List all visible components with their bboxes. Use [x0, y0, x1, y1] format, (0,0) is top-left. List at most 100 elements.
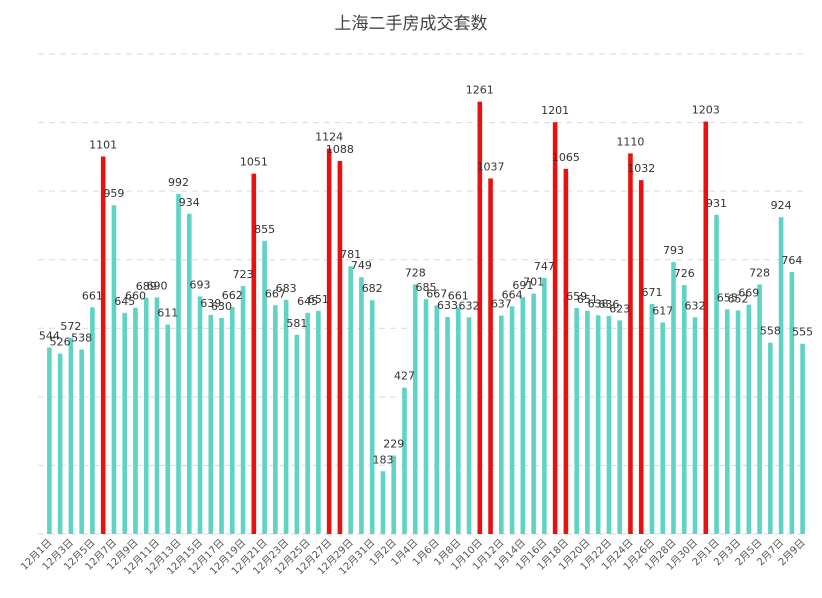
data-label: 661 — [448, 289, 469, 302]
bar-1月24日 — [628, 153, 633, 534]
data-label: 1101 — [89, 139, 117, 152]
bar-12月1日 — [47, 347, 52, 534]
bar-1月12日 — [499, 315, 504, 534]
data-label: 992 — [168, 176, 189, 189]
data-label: 1124 — [315, 131, 343, 144]
bar-12月29日 — [348, 266, 353, 534]
bar-1月25日 — [638, 180, 644, 534]
bar-12月16日 — [208, 314, 214, 534]
bar-2月8日 — [789, 272, 795, 534]
data-label: 651 — [577, 293, 598, 306]
data-label: 645 — [114, 295, 135, 308]
bar-2月4日 — [746, 304, 752, 534]
data-label: 611 — [157, 307, 178, 320]
data-labels: 5445265725386611101959645660689690611992… — [39, 84, 813, 467]
bar-1月30日 — [692, 317, 698, 534]
bar-12月15日 — [197, 296, 203, 534]
bars — [47, 101, 805, 535]
data-label: 691 — [512, 279, 533, 292]
bar-1月3日 — [402, 387, 407, 534]
bar-12月18日 — [230, 307, 235, 534]
bar-1月22日 — [606, 315, 612, 534]
data-label: 651 — [308, 293, 329, 306]
bar-1月28日 — [671, 262, 676, 534]
bar-1月26日 — [649, 303, 655, 534]
data-label: 728 — [749, 266, 770, 279]
bar-1月29日 — [681, 285, 687, 534]
data-label: 723 — [233, 268, 254, 281]
data-label: 633 — [437, 299, 458, 312]
bar-1月4日 — [412, 284, 418, 534]
bar-12月8日 — [122, 312, 128, 534]
gridlines — [38, 53, 808, 535]
data-label: 781 — [340, 248, 361, 261]
data-label: 660 — [125, 290, 146, 303]
data-label: 793 — [663, 244, 684, 257]
x-axis: 12月1日12月3日12月5日12月7日12月9日12月11日12月13日12月… — [18, 537, 807, 578]
bar-12月12日 — [165, 324, 171, 534]
data-label: 924 — [771, 199, 792, 212]
data-label: 1051 — [240, 156, 268, 169]
data-label: 183 — [372, 453, 393, 466]
bar-1月31日 — [703, 121, 709, 535]
data-label: 659 — [566, 290, 587, 303]
data-label: 1088 — [326, 143, 354, 156]
data-label: 655 — [717, 291, 738, 304]
bar-1月7日 — [445, 316, 450, 534]
bar-12月9日 — [133, 307, 138, 534]
data-label: 558 — [760, 325, 781, 338]
data-label: 652 — [728, 292, 749, 305]
data-label: 427 — [394, 370, 415, 383]
data-label: 1032 — [627, 162, 655, 175]
data-label: 1065 — [552, 151, 580, 164]
bar-1月19日 — [574, 308, 579, 534]
bar-1月17日 — [552, 122, 558, 534]
bar-12月30日 — [359, 277, 364, 534]
bar-12月22日 — [273, 305, 278, 534]
data-label: 630 — [211, 300, 232, 313]
data-label: 685 — [416, 281, 437, 294]
bar-12月11日 — [154, 297, 160, 534]
data-label: 632 — [685, 299, 706, 312]
bar-2月7日 — [778, 217, 784, 534]
bar-2月9日 — [800, 343, 805, 534]
bar-12月25日 — [305, 312, 310, 534]
bar-1月27日 — [660, 322, 666, 534]
chart-title: 上海二手房成交套数 — [335, 14, 488, 34]
data-label: 645 — [297, 295, 318, 308]
data-label: 689 — [136, 280, 157, 293]
bar-1月11日 — [488, 178, 493, 534]
bar-1月9日 — [466, 317, 472, 534]
data-label: 682 — [362, 282, 383, 295]
data-label: 934 — [179, 196, 200, 209]
data-label: 671 — [641, 286, 662, 299]
data-label: 683 — [276, 282, 297, 295]
bar-12月23日 — [283, 299, 289, 534]
bar-12月13日 — [176, 193, 181, 534]
data-label: 662 — [222, 289, 243, 302]
data-label: 661 — [82, 289, 103, 302]
bar-1月6日 — [434, 305, 440, 534]
bar-12月10日 — [143, 297, 149, 534]
bar-2月3日 — [735, 310, 741, 534]
data-label: 636 — [598, 298, 619, 311]
bar-1月20日 — [585, 310, 590, 534]
bar-2月2日 — [724, 309, 730, 534]
data-label: 1203 — [692, 104, 720, 117]
bar-12月4日 — [79, 349, 84, 534]
bar-12月28日 — [337, 160, 343, 534]
bar-1月18日 — [563, 168, 569, 534]
bar-12月2日 — [57, 353, 63, 534]
data-label: 690 — [146, 279, 167, 292]
bar-1月23日 — [617, 320, 622, 534]
data-label: 623 — [609, 302, 630, 315]
data-label: 1110 — [616, 135, 644, 148]
bar-1月13日 — [509, 306, 515, 534]
data-label: 664 — [502, 288, 523, 301]
data-label: 669 — [738, 287, 759, 300]
data-label: 1201 — [541, 104, 569, 117]
bar-12月5日 — [90, 307, 95, 534]
data-label: 617 — [652, 304, 673, 317]
